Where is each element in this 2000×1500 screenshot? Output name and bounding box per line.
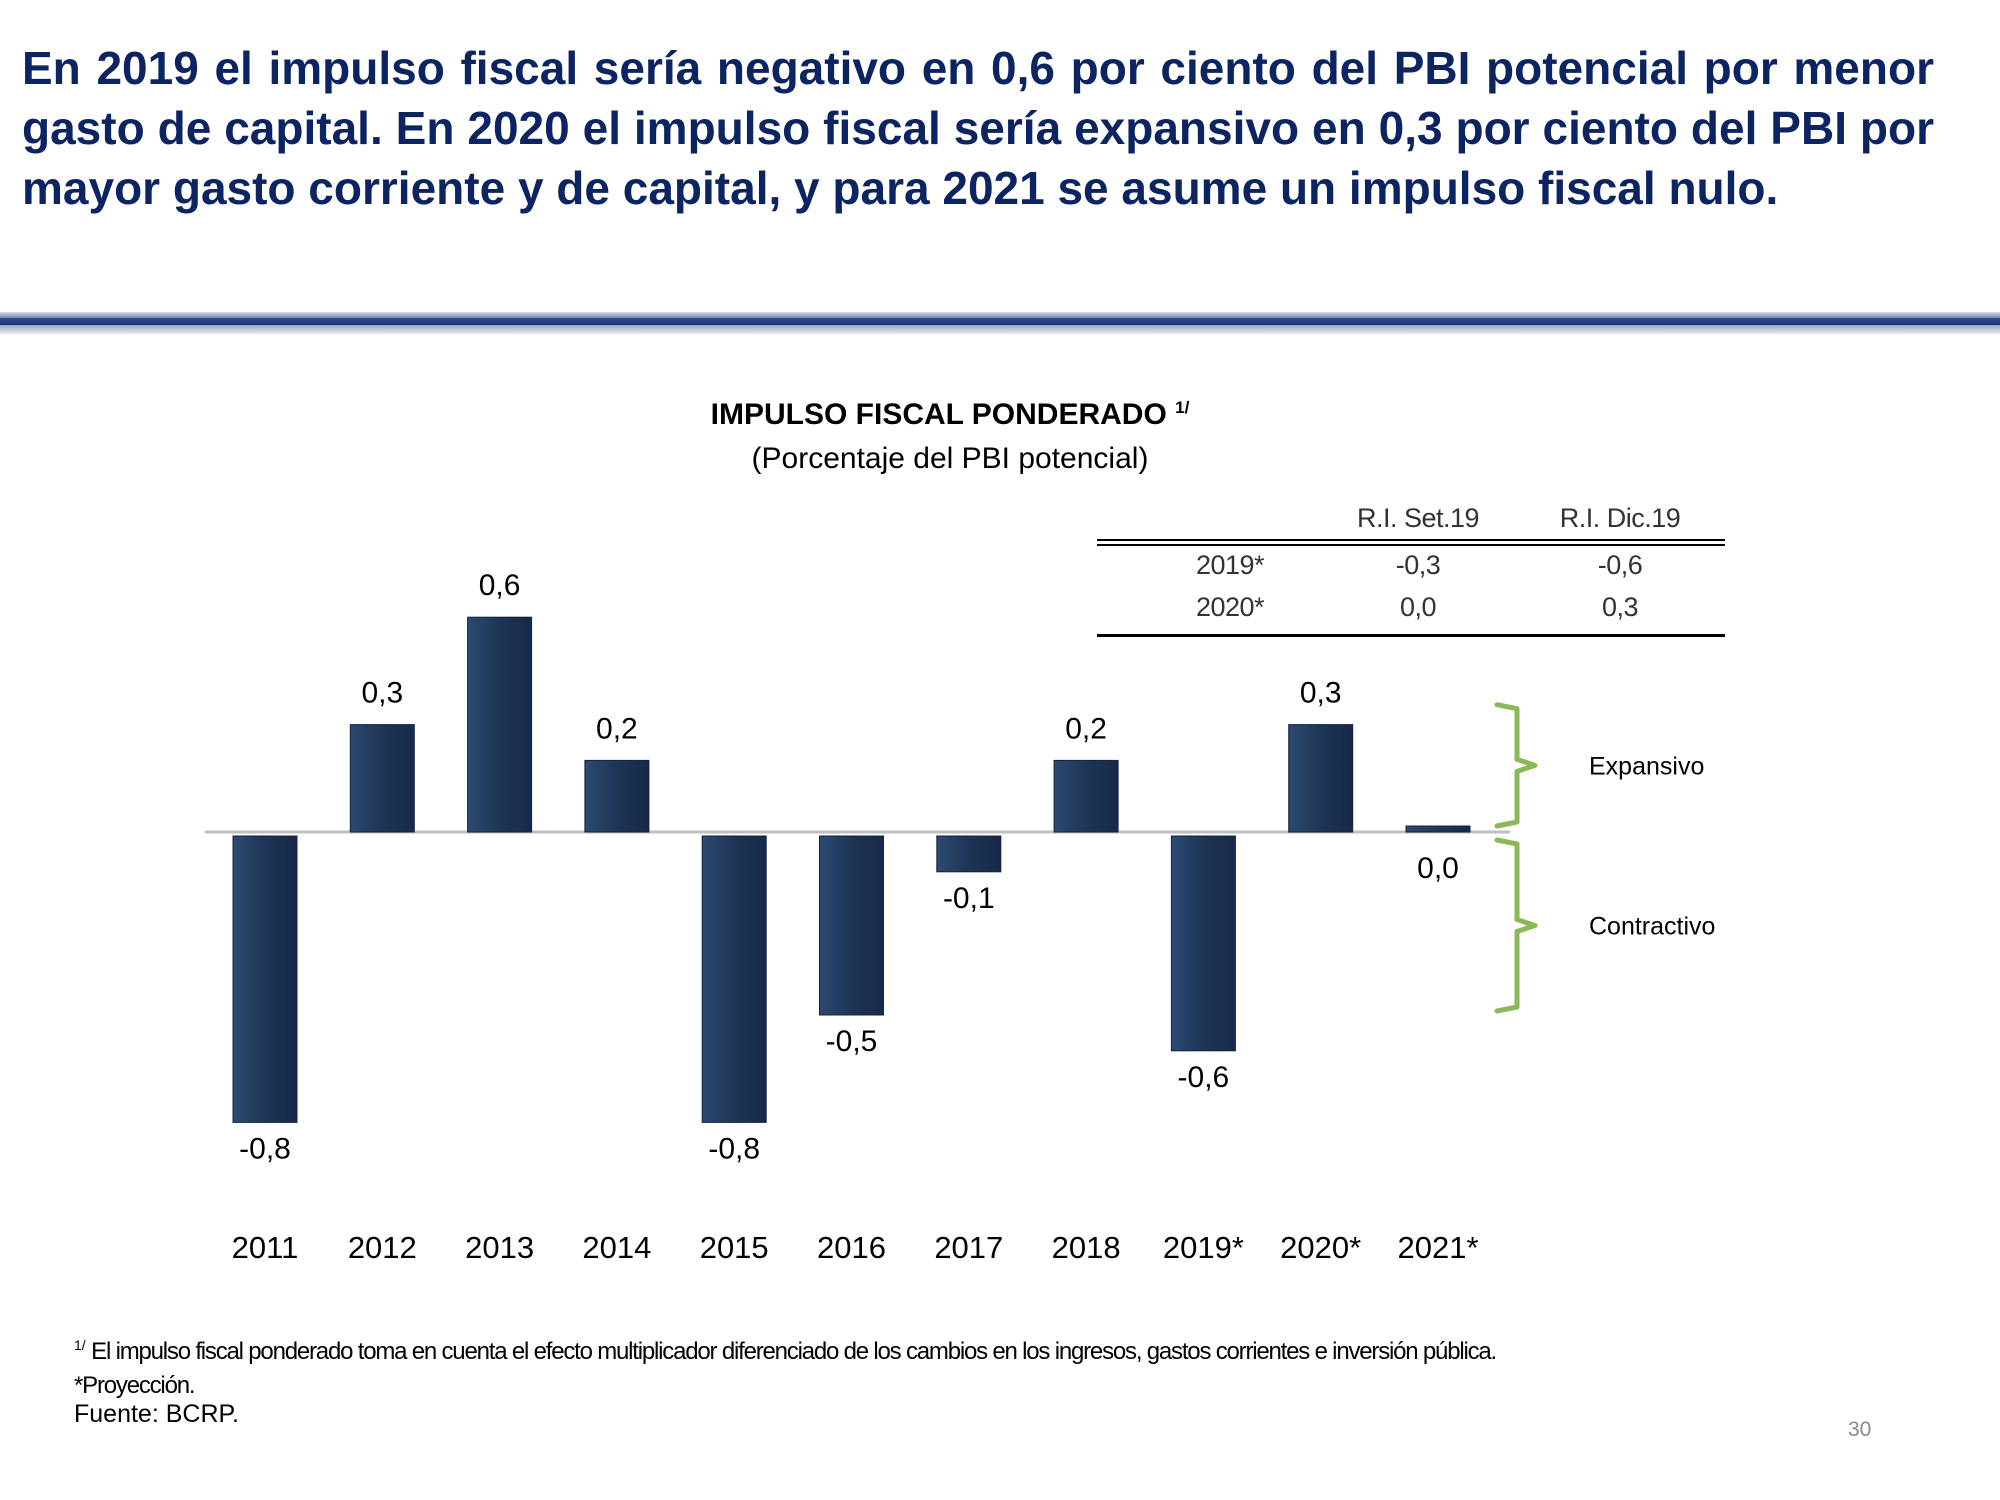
zone-label: Contractivo (1589, 913, 1715, 941)
ri-header-dic19: R.I. Dic.19 (1559, 503, 1681, 533)
source-note: Fuente: BCRP. (74, 1400, 239, 1428)
data-label: -0,1 (943, 882, 995, 915)
zone-bracket (1494, 702, 1538, 829)
data-label: 0,0 (1417, 852, 1459, 885)
data-label: 0,2 (1065, 712, 1107, 745)
data-label: -0,8 (708, 1132, 760, 1165)
ri-cell: 0,3 (1601, 592, 1639, 622)
ri-table-bottom-rule (1097, 634, 1725, 637)
ri-table-top-rule (1097, 539, 1725, 546)
zone-label: Expansivo (1589, 752, 1704, 780)
x-tick-label: 2021* (1397, 1230, 1478, 1265)
x-tick-label: 2017 (934, 1230, 1003, 1265)
bar-2015 (701, 835, 767, 1123)
x-tick-label: 2016 (817, 1230, 886, 1265)
ri-cell: 2019* (1195, 550, 1265, 580)
bar-2016 (819, 835, 884, 1016)
ri-table-row: 2020* 0,0 0,3 (1097, 592, 1725, 634)
zone-bracket (1494, 837, 1538, 1014)
bar-2012 (349, 724, 415, 833)
data-label: 0,2 (596, 712, 638, 745)
chart-title-text: IMPULSO FISCAL PONDERADO (710, 398, 1167, 431)
header-divider (0, 312, 2000, 336)
x-tick-label: 2013 (465, 1230, 534, 1265)
x-tick-label: 2019* (1163, 1230, 1244, 1265)
footnote: 1/ El impulso fiscal ponderado toma en c… (74, 1328, 1774, 1403)
footnote-marker: 1/ (74, 1337, 86, 1353)
data-label: 0,6 (479, 569, 521, 602)
bar-2014 (584, 759, 650, 833)
ri-header-set19: R.I. Set.19 (1356, 503, 1480, 533)
bar-2020 (1288, 724, 1354, 833)
ri-cell: -0,6 (1597, 550, 1643, 580)
bar-2013 (467, 616, 533, 833)
x-tick-label: 2020* (1280, 1230, 1361, 1265)
x-tick-label: 2012 (348, 1230, 417, 1265)
bar-2021 (1405, 825, 1471, 833)
chart-title-note: 1/ (1175, 398, 1190, 417)
ri-table-header: R.I. Set.19 R.I. Dic.19 (1097, 503, 1725, 539)
ri-table-row: 2019* -0,3 -0,6 (1097, 550, 1725, 592)
ri-cell: 0,0 (1399, 592, 1437, 622)
bar-2017 (936, 835, 1002, 873)
data-label: -0,5 (826, 1025, 878, 1058)
projection-note: *Proyección. (74, 1372, 196, 1399)
x-tick-label: 2011 (232, 1230, 299, 1265)
x-tick-label: 2014 (582, 1230, 651, 1265)
chart-subtitle: (Porcentaje del PBI potencial) (751, 442, 1149, 475)
data-label: 0,3 (1300, 677, 1342, 710)
data-label: 0,3 (361, 677, 403, 710)
data-label: -0,6 (1178, 1061, 1230, 1094)
page-number: 30 (1848, 1418, 1872, 1441)
x-tick-label: 2015 (700, 1230, 769, 1265)
bar-2011 (232, 835, 298, 1123)
footnote-text: El impulso fiscal ponderado toma en cuen… (91, 1338, 1497, 1365)
ri-cell: 2020* (1195, 592, 1265, 622)
ri-cell: -0,3 (1395, 550, 1441, 580)
chart-title: IMPULSO FISCAL PONDERADO 1/ (560, 398, 1340, 432)
headline: En 2019 el impulso fiscal sería negativo… (22, 42, 1934, 214)
ri-comparison-table: R.I. Set.19 R.I. Dic.19 2019* -0,3 -0,6 … (1097, 503, 1725, 637)
bar-2018 (1053, 759, 1119, 833)
data-label: -0,8 (239, 1132, 291, 1165)
bar-2019 (1170, 835, 1236, 1052)
x-tick-label: 2018 (1052, 1230, 1121, 1265)
